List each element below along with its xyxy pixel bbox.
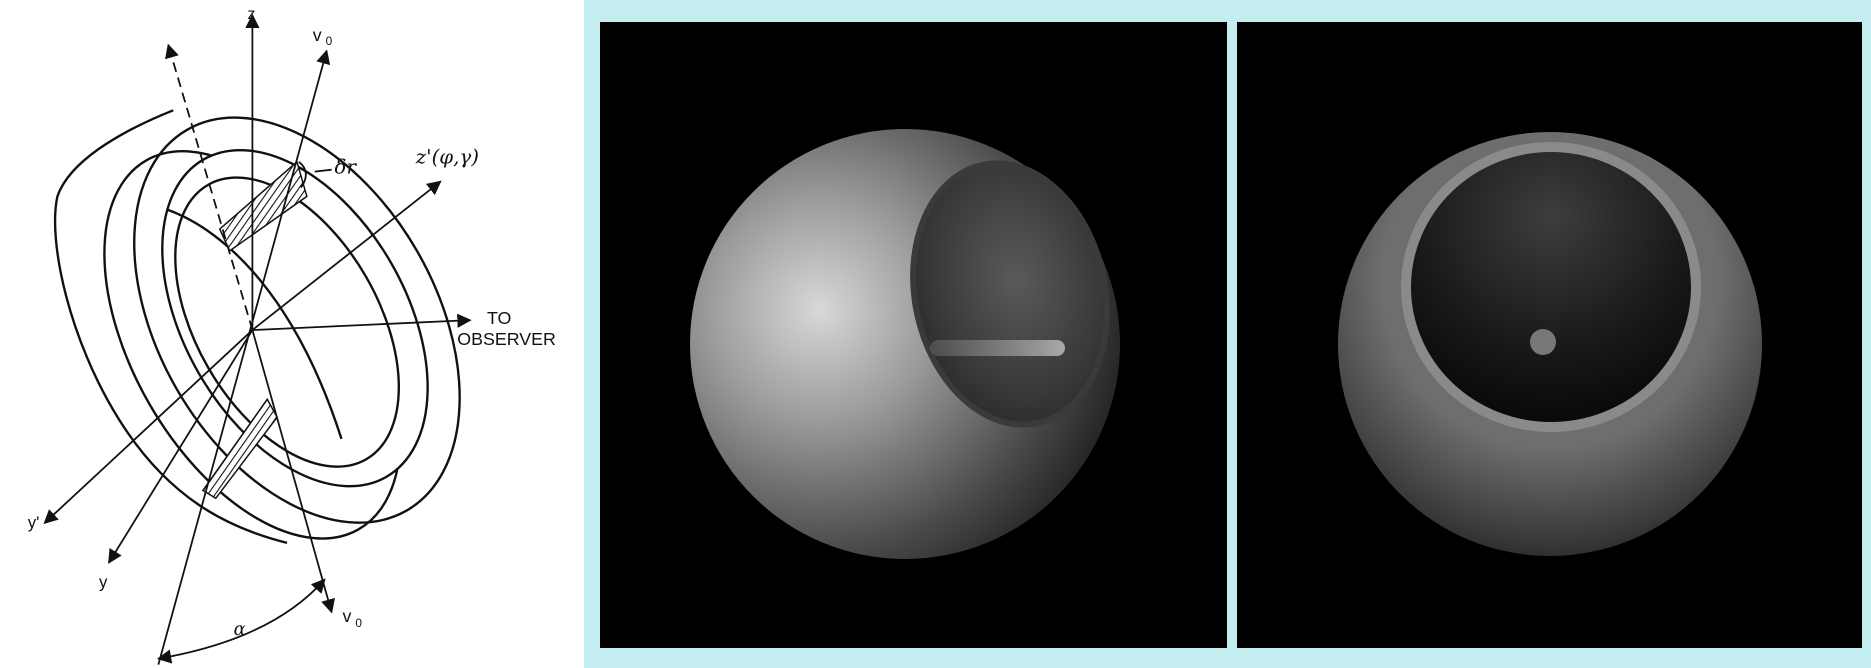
sphere-render-tilted-image — [690, 129, 1120, 559]
delta-r-label: δr — [335, 156, 358, 179]
schematic-diagram-panel: z v 0 δr z'(φ,γ) TO OBSERVER y' y α v 0 — [0, 0, 590, 668]
y-prime-label: y' — [28, 513, 40, 532]
sphere-render-face-on — [1237, 22, 1862, 648]
v0-bottom-label: v — [342, 606, 351, 626]
central-jet — [930, 340, 1065, 356]
z-prime-label: z'(φ,γ) — [415, 146, 479, 169]
axes — [43, 13, 472, 665]
v0-bottom-subscript: 0 — [355, 616, 362, 630]
to-label: TO — [487, 308, 511, 328]
ring-opening — [910, 160, 1110, 428]
central-core — [1530, 329, 1556, 355]
ring-opening — [1401, 142, 1701, 432]
y-label: y — [99, 572, 108, 591]
ring-cylinder — [53, 109, 461, 545]
v0-top-subscript: 0 — [326, 34, 333, 48]
z-axis-label: z — [247, 6, 255, 23]
v0-top-label: v — [313, 25, 322, 45]
hatched-shell-slice-top — [218, 160, 308, 252]
sphere-render-tilted — [600, 22, 1227, 648]
schematic-diagram: z v 0 δr z'(φ,γ) TO OBSERVER y' y α v 0 — [28, 6, 556, 665]
sphere-render-face-on-image — [1338, 132, 1762, 556]
observer-label: OBSERVER — [457, 329, 556, 349]
alpha-label: α — [234, 619, 246, 640]
